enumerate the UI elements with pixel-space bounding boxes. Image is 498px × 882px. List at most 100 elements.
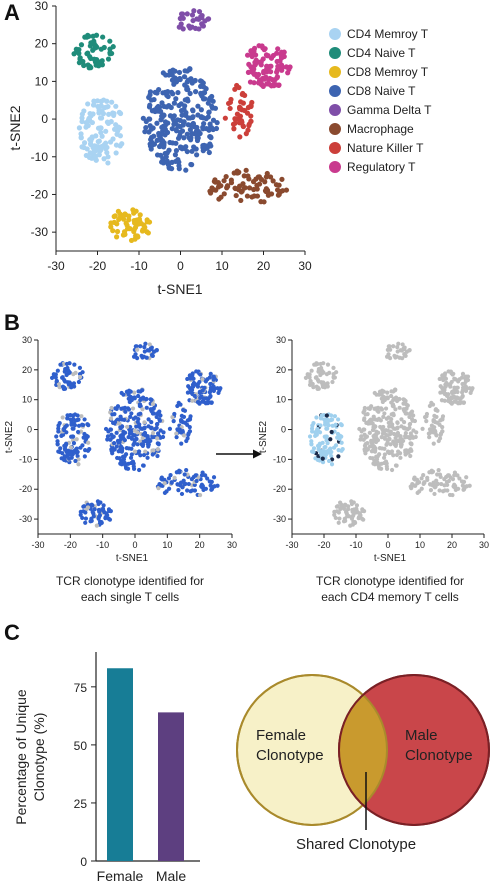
venn-shared-label: Shared Clonotype (296, 836, 416, 853)
point-cd4-memory (88, 141, 94, 148)
point-grey (455, 473, 460, 478)
legend-label-cd8-naive: CD8 Naive T (347, 84, 416, 98)
y-axis-label-a: t-SNE2 (7, 105, 23, 150)
point-clonotype (101, 503, 106, 508)
point-grey (384, 354, 390, 359)
point-unassigned (174, 431, 179, 436)
point-clonotype (199, 484, 204, 489)
point-grey (391, 344, 396, 349)
point-clonotype (149, 425, 154, 430)
point-unassigned (57, 385, 62, 390)
point-grey (408, 447, 413, 452)
y-tick-label: -30 (273, 514, 286, 524)
point-clonotype (182, 472, 187, 477)
x-tick-label: -10 (349, 540, 362, 550)
point-treg (261, 68, 267, 75)
legend-label-macrophage: Macrophage (347, 122, 414, 136)
point-clonotype (167, 486, 172, 491)
point-cd8-memory (131, 228, 137, 235)
point-cd4-naive (80, 58, 86, 65)
point-grey (362, 448, 367, 454)
point-cd8-naive (173, 126, 179, 133)
point-treg (264, 52, 270, 59)
point-grey (379, 466, 384, 471)
point-clonotype (179, 418, 184, 423)
point-cd8-naive (197, 78, 204, 84)
point-cd4-memory (86, 154, 93, 160)
point-cd4-naive (90, 33, 96, 39)
point-clonotype (187, 425, 192, 430)
point-clonotype (118, 461, 123, 466)
point-grey (384, 464, 389, 469)
y-tick-label: -30 (31, 225, 49, 239)
point-clonotype (131, 464, 136, 469)
point-treg (274, 69, 280, 75)
point-cd4-memory (335, 431, 341, 437)
point-grey (460, 390, 465, 395)
point-clonotype (54, 378, 59, 384)
point-cd4-memory (322, 445, 327, 450)
point-nk (244, 110, 251, 116)
point-cd8-memory (122, 231, 128, 238)
point-clonotype (78, 445, 83, 450)
point-clonotype (207, 390, 212, 395)
point-treg (287, 64, 293, 70)
point-clonotype (192, 393, 197, 399)
point-clonotype (97, 509, 102, 514)
point-cd4-memory (103, 140, 109, 146)
point-clonotype (122, 430, 128, 435)
point-grey (436, 468, 441, 473)
point-cd8-naive (154, 137, 160, 144)
y-tick-label: -20 (31, 187, 49, 201)
point-cd4-naive (98, 46, 104, 52)
point-clonotype (68, 451, 73, 456)
point-clonotype (114, 406, 119, 412)
point-clonotype (141, 452, 147, 458)
point-treg (285, 70, 291, 76)
point-cd4-memory (332, 414, 338, 419)
point-unassigned (77, 374, 83, 380)
point-cd4-memory (106, 111, 112, 117)
point-grey (389, 467, 395, 473)
point-clonotype (195, 384, 201, 389)
point-grey (318, 361, 323, 367)
point-grey (397, 405, 402, 410)
point-clonotype (155, 421, 160, 427)
point-nk (238, 99, 244, 105)
point-clonotype (89, 502, 94, 507)
point-clonotype (151, 411, 157, 416)
point-cd4-memory (79, 115, 85, 121)
point-grey (375, 454, 380, 459)
point-cd8-naive (206, 127, 212, 133)
point-grey (421, 473, 426, 478)
point-grey (440, 414, 446, 419)
point-clonotype (189, 387, 195, 393)
point-unassigned (85, 505, 91, 510)
y-tick-label: -10 (273, 454, 286, 464)
point-grey (395, 420, 400, 425)
point-cd4-naive (82, 34, 88, 40)
point-clonotype (106, 507, 112, 512)
point-clonotype (141, 354, 147, 359)
y-axis-label-c-line1: Percentage of Unique (13, 689, 29, 825)
point-gamma-delta (180, 15, 186, 21)
point-grey (457, 476, 462, 481)
point-unassigned (71, 372, 76, 377)
legend-marker-cd4-memory (329, 28, 341, 40)
point-clonotype (136, 393, 141, 399)
point-macrophage (255, 174, 261, 180)
point-clonotype (205, 400, 210, 406)
point-cd8-naive (200, 148, 206, 154)
point-grey (409, 486, 414, 491)
caption-b-left-line2: each single T cells (81, 590, 179, 604)
point-cd4-memory (113, 150, 119, 156)
ticks-b-left: -30 -20 -10 0 10 20 30 30 20 10 0 -10 -20 -30 (19, 335, 237, 550)
point-grey (437, 376, 442, 382)
point-nk (243, 131, 249, 137)
point-cd8-naive (158, 132, 164, 138)
point-clonotype (109, 432, 114, 437)
point-grey (379, 392, 384, 397)
point-clonotype (70, 434, 75, 439)
point-grey (452, 399, 457, 404)
point-grey (424, 419, 429, 424)
